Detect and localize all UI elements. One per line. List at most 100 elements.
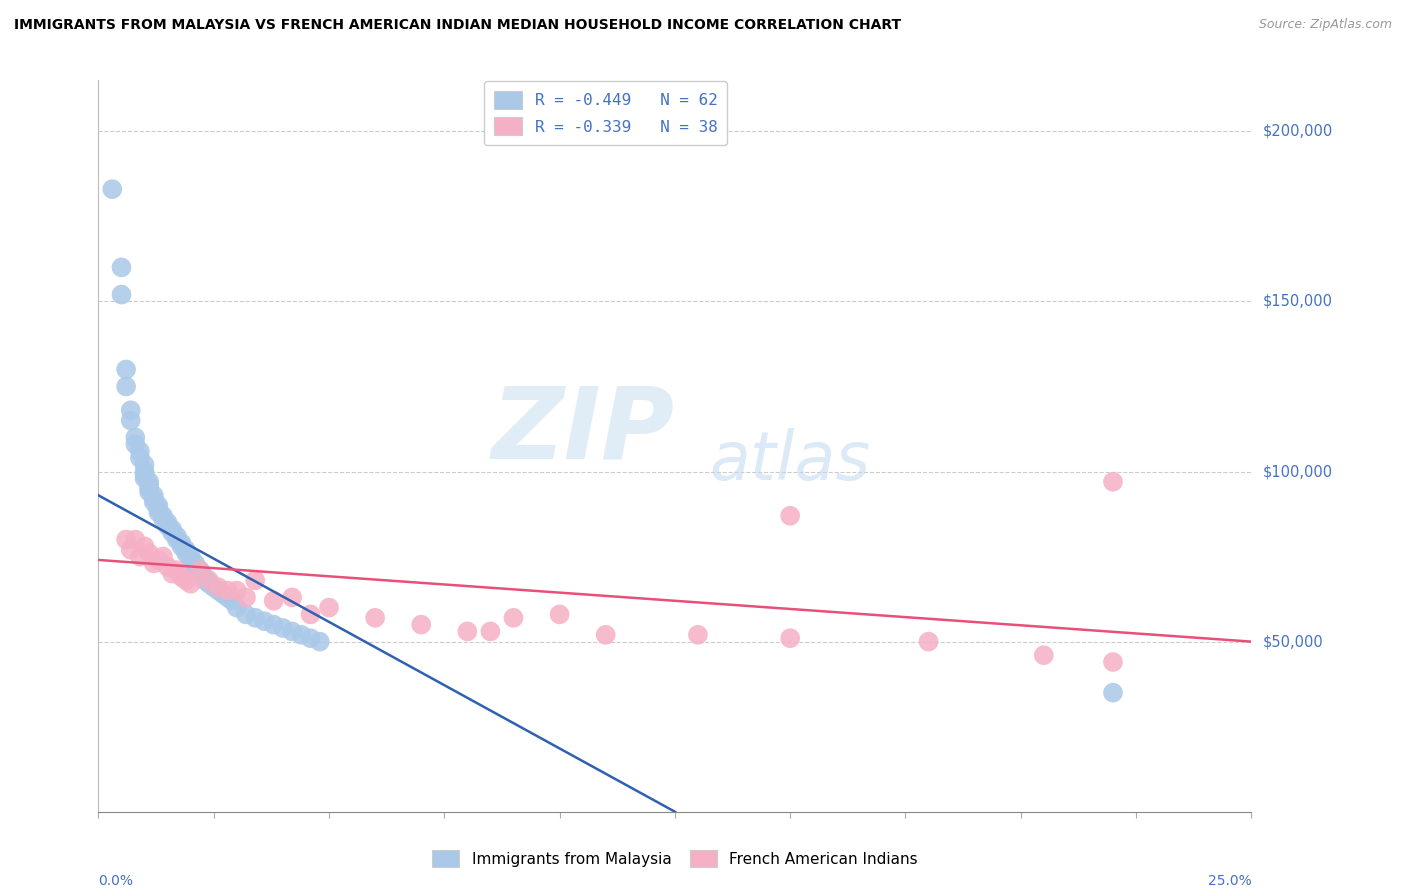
Point: [595, 628, 617, 642]
Point: [198, 576, 221, 591]
Point: [184, 557, 207, 571]
Point: [1102, 655, 1125, 669]
Point: [411, 617, 433, 632]
Point: [1102, 686, 1125, 700]
Point: [253, 614, 276, 628]
Point: [142, 488, 165, 502]
Point: [225, 600, 247, 615]
Point: [193, 574, 215, 588]
Point: [180, 553, 202, 567]
Point: [174, 546, 197, 560]
Point: [188, 563, 211, 577]
Point: [129, 549, 152, 564]
Point: [170, 570, 193, 584]
Point: [101, 182, 124, 196]
Point: [120, 542, 142, 557]
Point: [686, 628, 709, 642]
Point: [110, 260, 132, 275]
Point: [263, 617, 285, 632]
Point: [115, 533, 138, 547]
Point: [166, 529, 188, 543]
Point: [281, 591, 304, 605]
Point: [120, 413, 142, 427]
Point: [134, 467, 156, 482]
Point: [120, 403, 142, 417]
Point: [142, 495, 165, 509]
Point: [456, 624, 478, 639]
Point: [202, 580, 225, 594]
Point: [156, 516, 179, 530]
Point: [166, 563, 188, 577]
Point: [138, 484, 160, 499]
Point: [134, 471, 156, 485]
Point: [138, 475, 160, 489]
Point: [148, 499, 170, 513]
Point: [193, 570, 215, 584]
Text: 0.0%: 0.0%: [98, 873, 134, 888]
Text: $200,000: $200,000: [1263, 124, 1333, 139]
Point: [152, 512, 174, 526]
Point: [166, 533, 188, 547]
Point: [548, 607, 571, 622]
Point: [917, 634, 939, 648]
Point: [184, 559, 207, 574]
Point: [138, 478, 160, 492]
Point: [779, 631, 801, 645]
Point: [188, 563, 211, 577]
Point: [148, 505, 170, 519]
Point: [263, 594, 285, 608]
Point: [271, 621, 294, 635]
Text: IMMIGRANTS FROM MALAYSIA VS FRENCH AMERICAN INDIAN MEDIAN HOUSEHOLD INCOME CORRE: IMMIGRANTS FROM MALAYSIA VS FRENCH AMERI…: [14, 18, 901, 32]
Point: [152, 508, 174, 523]
Point: [1032, 648, 1054, 663]
Point: [308, 634, 330, 648]
Point: [299, 607, 322, 622]
Point: [124, 533, 146, 547]
Point: [170, 536, 193, 550]
Point: [245, 574, 267, 588]
Point: [156, 519, 179, 533]
Point: [188, 566, 211, 581]
Point: [217, 591, 239, 605]
Point: [364, 611, 387, 625]
Text: $150,000: $150,000: [1263, 293, 1333, 309]
Point: [212, 587, 235, 601]
Point: [115, 362, 138, 376]
Point: [235, 607, 257, 622]
Point: [134, 540, 156, 554]
Legend: Immigrants from Malaysia, French American Indians: Immigrants from Malaysia, French America…: [426, 844, 924, 873]
Point: [115, 379, 138, 393]
Point: [142, 491, 165, 506]
Point: [221, 594, 243, 608]
Point: [134, 458, 156, 472]
Point: [138, 482, 160, 496]
Point: [318, 600, 340, 615]
Text: ZIP: ZIP: [491, 383, 673, 480]
Point: [502, 611, 524, 625]
Point: [156, 559, 179, 574]
Point: [174, 574, 197, 588]
Point: [217, 583, 239, 598]
Text: $50,000: $50,000: [1263, 634, 1323, 649]
Point: [174, 542, 197, 557]
Point: [124, 437, 146, 451]
Point: [290, 628, 312, 642]
Point: [138, 546, 160, 560]
Point: [148, 502, 170, 516]
Point: [225, 583, 247, 598]
Point: [160, 522, 183, 536]
Point: [299, 631, 322, 645]
Point: [479, 624, 502, 639]
Point: [207, 583, 229, 598]
Point: [124, 430, 146, 444]
Point: [180, 549, 202, 564]
Point: [160, 525, 183, 540]
Point: [207, 580, 229, 594]
Text: Source: ZipAtlas.com: Source: ZipAtlas.com: [1258, 18, 1392, 31]
Point: [129, 450, 152, 465]
Point: [281, 624, 304, 639]
Point: [110, 287, 132, 301]
Text: 25.0%: 25.0%: [1208, 873, 1251, 888]
Point: [160, 566, 183, 581]
Point: [779, 508, 801, 523]
